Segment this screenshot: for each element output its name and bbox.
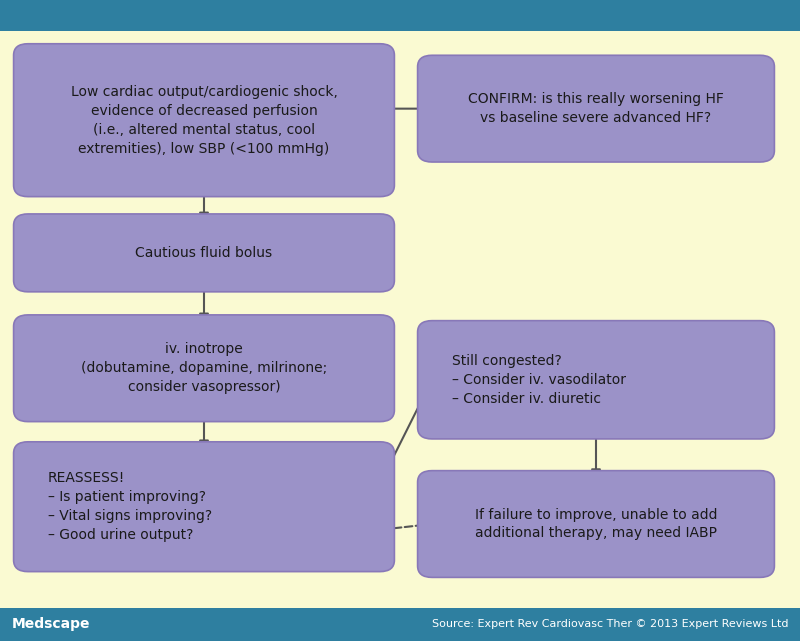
FancyBboxPatch shape [0,608,800,641]
FancyBboxPatch shape [0,0,800,31]
Text: Cautious fluid bolus: Cautious fluid bolus [135,246,273,260]
Text: REASSESS!
– Is patient improving?
– Vital signs improving?
– Good urine output?: REASSESS! – Is patient improving? – Vita… [48,471,212,542]
FancyBboxPatch shape [418,320,774,439]
Text: Medscape: Medscape [12,617,90,631]
Text: If failure to improve, unable to add
additional therapy, may need IABP: If failure to improve, unable to add add… [474,508,718,540]
Text: CONFIRM: is this really worsening HF
vs baseline severe advanced HF?: CONFIRM: is this really worsening HF vs … [468,92,724,125]
Text: Still congested?
– Consider iv. vasodilator
– Consider iv. diuretic: Still congested? – Consider iv. vasodila… [452,354,626,406]
FancyBboxPatch shape [418,470,774,578]
FancyBboxPatch shape [14,442,394,572]
Text: iv. inotrope
(dobutamine, dopamine, milrinone;
consider vasopressor): iv. inotrope (dobutamine, dopamine, milr… [81,342,327,394]
FancyBboxPatch shape [14,315,394,422]
FancyBboxPatch shape [14,214,394,292]
Text: Source: Expert Rev Cardiovasc Ther © 2013 Expert Reviews Ltd: Source: Expert Rev Cardiovasc Ther © 201… [431,619,788,629]
Text: Low cardiac output/cardiogenic shock,
evidence of decreased perfusion
(i.e., alt: Low cardiac output/cardiogenic shock, ev… [70,85,338,156]
FancyBboxPatch shape [418,55,774,162]
FancyBboxPatch shape [14,44,394,197]
